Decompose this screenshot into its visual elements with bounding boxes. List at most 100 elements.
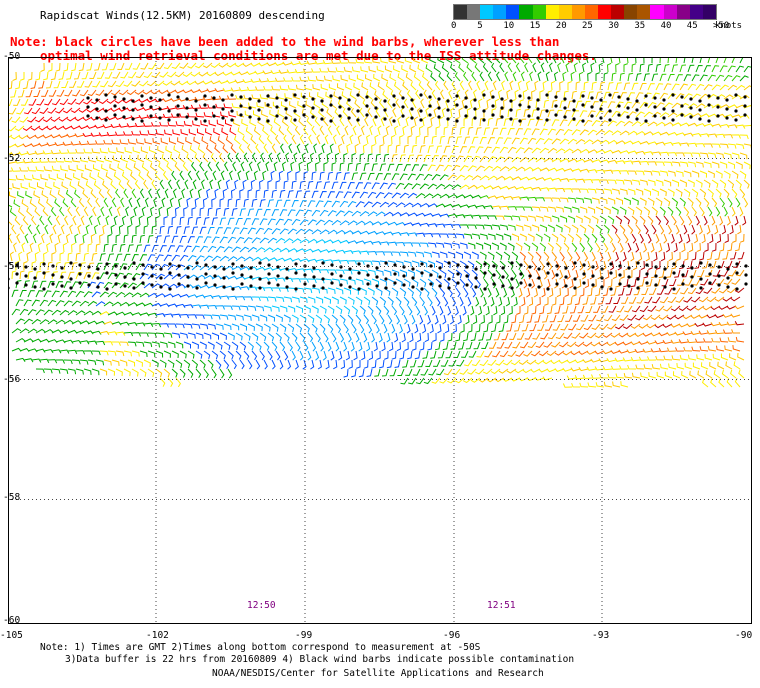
wind-barb [450, 341, 457, 350]
wind-barb [623, 140, 634, 145]
wind-barb [611, 130, 622, 136]
wind-barb [572, 188, 581, 193]
wind-barb [463, 71, 469, 82]
wind-barb [191, 341, 199, 349]
wind-barb [643, 57, 645, 64]
wind-barb [178, 80, 189, 86]
wind-barb [111, 359, 120, 366]
wind-barb [439, 174, 449, 181]
wind-barb [303, 125, 309, 136]
wind-barb [15, 175, 25, 181]
wind-barb [223, 227, 232, 235]
wind-barb [532, 62, 537, 73]
wind-barb [291, 296, 300, 303]
wind-barb [415, 173, 425, 181]
wind-barb [151, 122, 160, 127]
wind-barb [363, 58, 373, 64]
wind-barb [357, 134, 362, 145]
quality-flag-dot [312, 266, 316, 270]
wind-barb [678, 305, 689, 312]
wind-barb [527, 137, 537, 145]
wind-barb [453, 57, 461, 64]
wind-barb [139, 273, 149, 280]
wind-barb [531, 89, 536, 100]
wind-barb [663, 141, 674, 146]
wind-barb [439, 233, 449, 239]
wind-barb [381, 368, 389, 377]
legend-swatch [702, 5, 716, 19]
wind-barb [403, 98, 409, 109]
wind-barb [280, 101, 289, 109]
wind-barb [47, 215, 53, 226]
wind-barb [587, 224, 595, 234]
wind-barb [668, 251, 673, 262]
quality-flag-dot [123, 284, 127, 288]
lat-label: -58 [3, 492, 21, 503]
wind-barb [299, 76, 309, 82]
wind-barb [607, 120, 617, 127]
wind-barb [190, 104, 201, 110]
wind-barb [559, 296, 565, 306]
wind-barb [719, 242, 725, 252]
quality-flag-dot [420, 262, 424, 266]
wind-barb [647, 215, 654, 225]
wind-barb [622, 323, 633, 330]
quality-flag-dot [320, 99, 324, 103]
wind-barb [410, 81, 417, 91]
wind-barb [595, 169, 606, 174]
wind-barb [295, 171, 300, 181]
wind-barb [187, 216, 193, 226]
wind-barb [639, 160, 650, 166]
wind-barb [465, 341, 473, 350]
wind-barb [117, 163, 125, 172]
quality-flag-dot [510, 286, 514, 290]
quality-flag-dot [681, 282, 685, 286]
wind-barb [243, 314, 252, 321]
wind-barb [575, 139, 586, 145]
wind-barb [623, 233, 629, 244]
wind-barb [21, 242, 26, 253]
quality-flag-dot [96, 285, 100, 289]
wind-barb [655, 83, 664, 91]
wind-barb [250, 179, 256, 190]
wind-barb [102, 224, 107, 235]
wind-barb [739, 233, 745, 243]
wind-barb [459, 224, 469, 229]
color-scale-labels: 0 5 10 15 20 25 30 35 40 45 >50 [451, 20, 729, 32]
wind-barb [183, 264, 193, 271]
wind-barb [250, 78, 261, 83]
wind-barb [358, 368, 365, 378]
wind-barb [684, 362, 693, 370]
quality-flag-dot [78, 272, 82, 276]
wind-barb [387, 98, 393, 109]
wind-barb [515, 128, 523, 136]
wind-barb [743, 143, 752, 150]
wind-barb [567, 197, 577, 203]
wind-barb [220, 170, 225, 181]
wind-barb [396, 341, 402, 352]
wind-barb [647, 63, 653, 73]
wind-barb [24, 233, 29, 244]
wind-barb [511, 118, 518, 127]
wind-barb [631, 101, 641, 109]
quality-flag-dot [221, 107, 225, 111]
wind-barb [194, 153, 201, 163]
wind-barb [405, 72, 413, 82]
wind-barb [387, 201, 398, 208]
wind-barb [623, 278, 629, 288]
wind-barb [223, 103, 233, 109]
quality-flag-dot [276, 265, 280, 269]
wind-barb [67, 252, 73, 262]
wind-barb [443, 368, 453, 376]
wind-barb [247, 286, 258, 291]
wind-barb [683, 152, 693, 158]
wind-barb [11, 347, 22, 352]
wind-barb [471, 194, 482, 199]
wind-barb [383, 173, 392, 181]
wind-barb [630, 278, 637, 288]
wind-barb [35, 368, 45, 374]
wind-barb [491, 127, 499, 136]
wind-barb [583, 100, 591, 109]
wind-barb [59, 252, 65, 262]
footer-note-2: 3)Data buffer is 22 hrs from 20160809 4)… [65, 654, 575, 665]
